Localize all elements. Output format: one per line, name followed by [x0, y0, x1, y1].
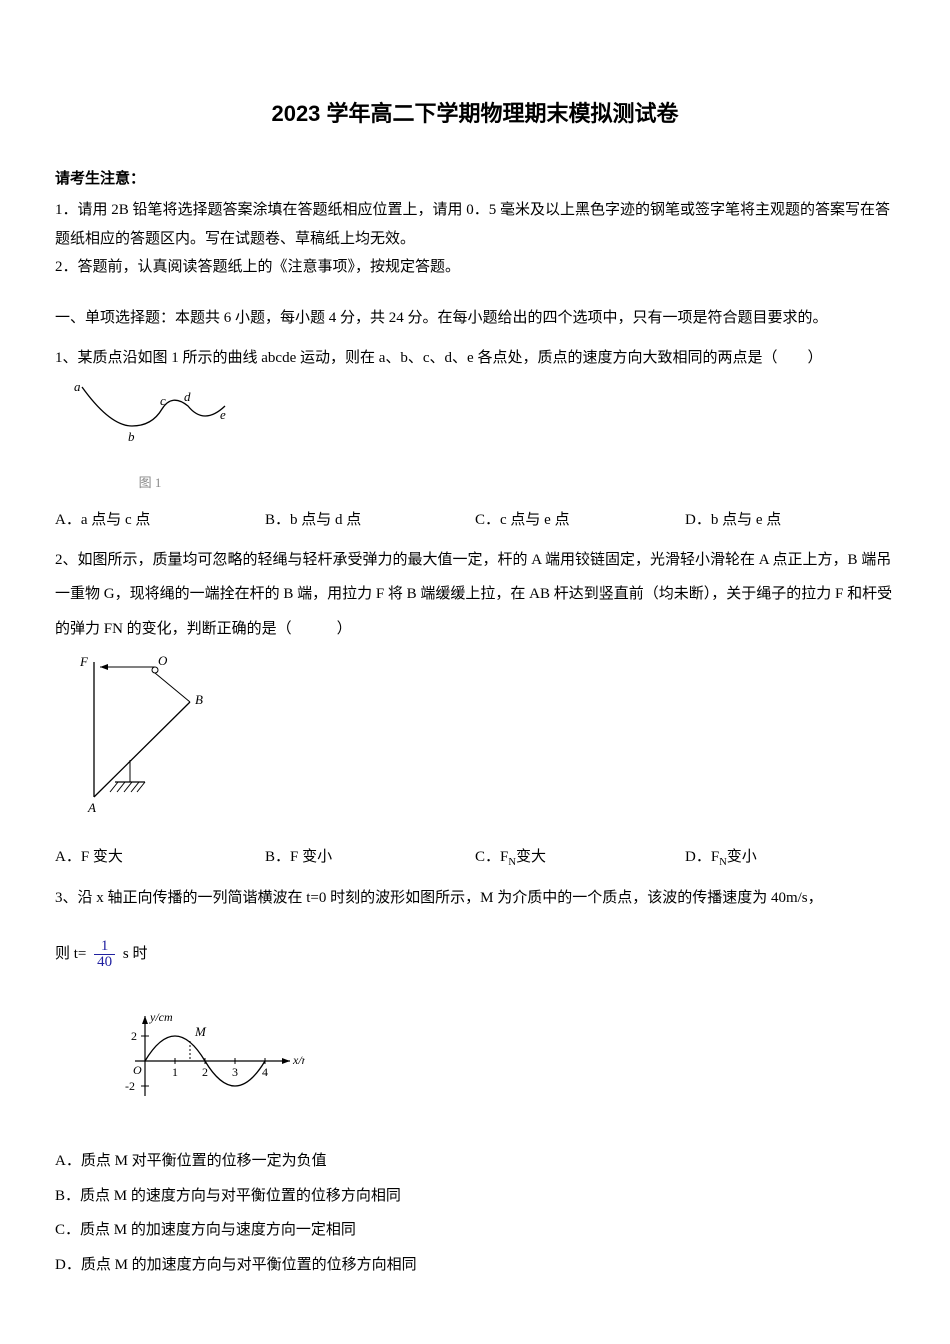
q3-option-c: C．质点 M 的加速度方向与速度方向一定相同 [55, 1213, 895, 1248]
q2-option-c-post: 变大 [516, 849, 546, 865]
q2-option-b: B．F 变小 [265, 841, 475, 874]
q3-ym2: -2 [125, 1079, 135, 1093]
q3-frac-post: s 时 [123, 946, 148, 962]
q3-x1: 1 [172, 1065, 178, 1079]
question-1: 1、某质点沿如图 1 所示的曲线 abcde 运动，则在 a、b、c、d、e 各… [55, 341, 895, 537]
q3-x3: 3 [232, 1065, 238, 1079]
q2-options: A．F 变大 B．F 变小 C．FN变大 D．FN变小 [55, 841, 895, 874]
q3-x2: 2 [202, 1065, 208, 1079]
q3-option-d: D．质点 M 的加速度方向与对平衡位置的位移方向相同 [55, 1248, 895, 1283]
q2-stem: 2、如图所示，质量均可忽略的轻绳与轻杆承受弹力的最大值一定，杆的 A 端用铰链固… [55, 543, 895, 647]
q3-frac-num: 1 [94, 939, 115, 955]
q2-label-b: B [195, 692, 203, 707]
q1-option-a: A．a 点与 c 点 [55, 504, 265, 537]
notice-item-2: 2．答题前，认真阅读答题纸上的《注意事项》，按规定答题。 [55, 253, 895, 282]
q3-origin: O [133, 1063, 142, 1077]
q2-label-f: F [79, 654, 89, 669]
q3-option-a: A．质点 M 对平衡位置的位移一定为负值 [55, 1144, 895, 1179]
q1-label-a: a [74, 381, 81, 394]
q1-option-c: C．c 点与 e 点 [475, 504, 685, 537]
q1-option-d: D．b 点与 e 点 [685, 504, 895, 537]
q1-options: A．a 点与 c 点 B．b 点与 d 点 C．c 点与 e 点 D．b 点与 … [55, 504, 895, 537]
notice-block: 请考生注意： 1．请用 2B 铅笔将选择题答案涂填在答题纸相应位置上，请用 0．… [55, 163, 895, 282]
notice-heading: 请考生注意： [55, 163, 895, 196]
q2-option-d-sub: N [719, 857, 727, 868]
q1-label-b: b [128, 429, 135, 444]
q2-option-c: C．FN变大 [475, 841, 685, 874]
page-title: 2023 学年高二下学期物理期末模拟测试卷 [55, 90, 895, 138]
q3-figure: y/cm x/m 2 -2 O 1 2 3 4 M [105, 1006, 895, 1119]
q2-option-c-sub: N [508, 857, 516, 868]
question-3: 3、沿 x 轴正向传播的一列简谐横波在 t=0 时刻的波形如图所示，M 为介质中… [55, 881, 895, 1283]
q3-frac-den: 40 [94, 955, 115, 970]
q2-label-o: O [158, 653, 168, 668]
q1-figure-caption: 图 1 [80, 469, 220, 498]
q2-figure: F O B A [70, 652, 895, 835]
q3-frac-pre: 则 t= [55, 946, 90, 962]
q2-option-d: D．FN变小 [685, 841, 895, 874]
q2-label-a: A [87, 800, 96, 815]
q3-xlabel: x/m [292, 1053, 305, 1067]
question-2: 2、如图所示，质量均可忽略的轻绳与轻杆承受弹力的最大值一定，杆的 A 端用铰链固… [55, 543, 895, 875]
q1-stem: 1、某质点沿如图 1 所示的曲线 abcde 运动，则在 a、b、c、d、e 各… [55, 341, 895, 376]
q1-label-e: e [220, 407, 226, 422]
q3-ylabel: y/cm [149, 1010, 173, 1024]
q3-option-b: B．质点 M 的速度方向与对平衡位置的位移方向相同 [55, 1179, 895, 1214]
q2-option-c-pre: C．F [475, 849, 508, 865]
q3-options: A．质点 M 对平衡位置的位移一定为负值 B．质点 M 的速度方向与对平衡位置的… [55, 1144, 895, 1282]
q2-option-d-post: 变小 [727, 849, 757, 865]
q1-figure: a b c d e 图 1 [70, 381, 895, 498]
q3-fraction: 1 40 [94, 939, 115, 970]
q3-x4: 4 [262, 1065, 268, 1079]
q1-label-c: c [160, 393, 166, 408]
q2-option-d-pre: D．F [685, 849, 719, 865]
q1-label-d: d [184, 389, 191, 404]
notice-item-1: 1．请用 2B 铅笔将选择题答案涂填在答题纸相应位置上，请用 0．5 毫米及以上… [55, 196, 895, 253]
q3-label-m: M [194, 1024, 207, 1039]
q2-option-a: A．F 变大 [55, 841, 265, 874]
section-1-heading: 一、单项选择题：本题共 6 小题，每小题 4 分，共 24 分。在每小题给出的四… [55, 302, 895, 335]
q3-stem: 3、沿 x 轴正向传播的一列简谐横波在 t=0 时刻的波形如图所示，M 为介质中… [55, 881, 895, 916]
q1-option-b: B．b 点与 d 点 [265, 504, 475, 537]
q3-y2: 2 [131, 1029, 137, 1043]
